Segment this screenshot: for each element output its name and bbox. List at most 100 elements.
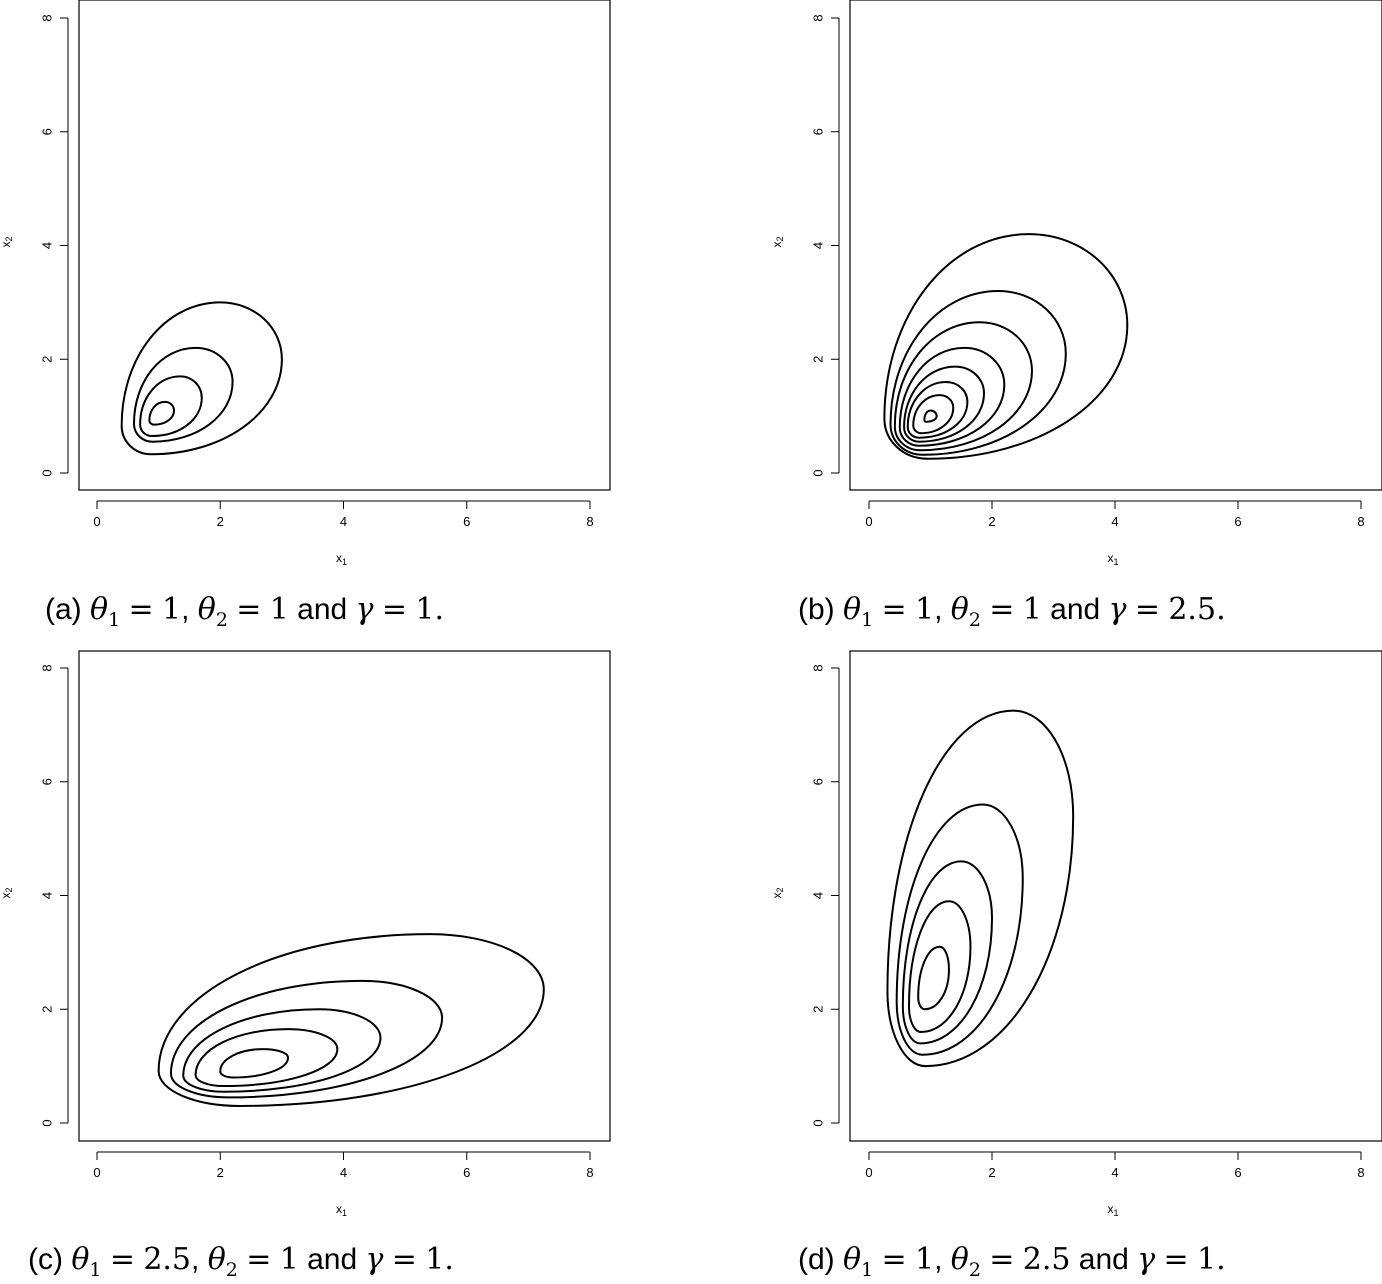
caption-c: (c) θ1 = 2.5, θ2 = 1 and γ = 1.	[28, 1242, 454, 1281]
x-tick-label: 8	[1357, 514, 1364, 529]
caption-b: (b) θ1 = 1, θ2 = 1 and γ = 2.5.	[798, 592, 1226, 631]
contour-line	[883, 233, 1129, 460]
contour-line	[889, 289, 1067, 456]
caption-label: (a)	[45, 593, 82, 626]
x-tick-label: 6	[1234, 1165, 1241, 1180]
x-tick-label: 0	[93, 514, 100, 529]
x-axis-label: x1	[1107, 551, 1118, 567]
y-axis: 0 2 4 6 8	[39, 14, 69, 477]
contour-lines	[883, 233, 1129, 460]
contour-line	[139, 375, 203, 438]
y-tick-label: 0	[810, 469, 825, 476]
x-tick-label: 2	[988, 1165, 995, 1180]
contour-line	[903, 365, 986, 443]
contour-line	[886, 709, 1075, 1068]
contour-line	[148, 400, 176, 426]
caption-theta1: 1	[915, 1242, 935, 1277]
contour-lines	[120, 301, 283, 456]
y-tick-label: 2	[39, 356, 54, 363]
panel-a: 0 2 4 6 8 x1 0 2 4 6 8 x2	[0, 0, 611, 567]
panel-d: 0 2 4 6 8 x1 0 2 4 6 8 x2	[770, 650, 1382, 1218]
caption-label: (c)	[28, 1243, 63, 1276]
contour-line	[157, 933, 545, 1107]
x-axis: 0 2 4 6 8	[865, 1151, 1365, 1180]
caption-gamma: 1	[425, 1242, 445, 1277]
contour-line	[194, 1028, 339, 1088]
y-tick-label: 2	[810, 1006, 825, 1013]
x-tick-label: 8	[586, 1165, 593, 1180]
x-tick-label: 0	[93, 1165, 100, 1180]
caption-theta2: 1	[1022, 592, 1042, 627]
y-axis-label: x2	[770, 236, 785, 247]
x-tick-label: 4	[1111, 514, 1118, 529]
caption-theta2: 2.5	[1022, 1242, 1071, 1277]
y-tick-label: 4	[39, 892, 54, 899]
caption-theta1: 1	[162, 592, 182, 627]
x-tick-label: 8	[1357, 1165, 1364, 1180]
panel-b: 0 2 4 6 8 x1 0 2 4 6 8 x2	[770, 0, 1382, 567]
x-axis: 0 2 4 6 8	[93, 1151, 594, 1180]
contour-line	[912, 394, 955, 435]
caption-label: (b)	[798, 593, 835, 626]
y-tick-label: 6	[39, 778, 54, 785]
x-axis: 0 2 4 6 8	[865, 500, 1365, 529]
y-tick-label: 2	[39, 1006, 54, 1013]
caption-a: (a) θ1 = 1, θ2 = 1 and γ = 1.	[45, 592, 444, 631]
y-axis-label: x2	[770, 887, 785, 898]
contour-line	[898, 346, 1006, 447]
x-tick-label: 0	[865, 1165, 872, 1180]
x-tick-label: 6	[1234, 514, 1241, 529]
contour-line	[901, 860, 994, 1045]
panel-c: 0 2 4 6 8 x1 0 2 4 6 8 x2	[0, 650, 611, 1218]
contour-line	[907, 900, 972, 1034]
x-tick-label: 6	[463, 514, 470, 529]
x-tick-label: 4	[340, 1165, 347, 1180]
y-axis: 0 2 4 6 8	[810, 664, 840, 1127]
contour-line	[893, 321, 1033, 452]
caption-d: (d) θ1 = 1, θ2 = 2.5 and γ = 1.	[798, 1242, 1226, 1281]
y-axis: 0 2 4 6 8	[810, 14, 840, 477]
contour-line	[923, 409, 938, 423]
y-tick-label: 6	[810, 128, 825, 135]
caption-theta1: 2.5	[143, 1242, 192, 1277]
y-tick-label: 8	[810, 664, 825, 671]
y-axis-label: x2	[0, 236, 14, 247]
contour-line	[895, 803, 1024, 1056]
contour-line	[120, 301, 283, 456]
x-tick-label: 2	[217, 1165, 224, 1180]
y-tick-label: 4	[39, 242, 54, 249]
y-tick-label: 8	[810, 14, 825, 21]
y-tick-label: 2	[810, 356, 825, 363]
contour-lines	[157, 933, 545, 1107]
x-axis-label: x1	[1107, 1202, 1118, 1218]
x-axis-label: x1	[336, 551, 347, 567]
caption-theta1: 1	[915, 592, 935, 627]
caption-theta2: 1	[269, 592, 289, 627]
x-tick-label: 4	[340, 514, 347, 529]
contour-line	[906, 380, 969, 439]
x-tick-label: 8	[586, 514, 593, 529]
y-axis-label: x2	[0, 887, 14, 898]
caption-label: (d)	[798, 1243, 835, 1276]
contour-line	[219, 1048, 290, 1079]
x-tick-label: 4	[1111, 1165, 1118, 1180]
y-tick-label: 4	[810, 892, 825, 899]
plot-frame	[849, 650, 1382, 1142]
y-tick-label: 8	[39, 664, 54, 671]
contour-line	[169, 979, 444, 1099]
plot-frame	[849, 0, 1382, 491]
y-tick-label: 6	[810, 778, 825, 785]
y-tick-label: 6	[39, 128, 54, 135]
x-axis-label: x1	[336, 1202, 347, 1218]
contour-line	[182, 1008, 382, 1093]
contour-lines	[886, 709, 1075, 1068]
caption-gamma: 1	[415, 592, 435, 627]
caption-theta2: 1	[279, 1242, 299, 1277]
x-tick-label: 2	[988, 514, 995, 529]
plot-frame	[78, 0, 611, 491]
contour-line	[917, 945, 950, 1011]
x-axis: 0 2 4 6 8	[93, 500, 594, 529]
y-tick-label: 0	[39, 1119, 54, 1126]
y-tick-label: 0	[810, 1119, 825, 1126]
